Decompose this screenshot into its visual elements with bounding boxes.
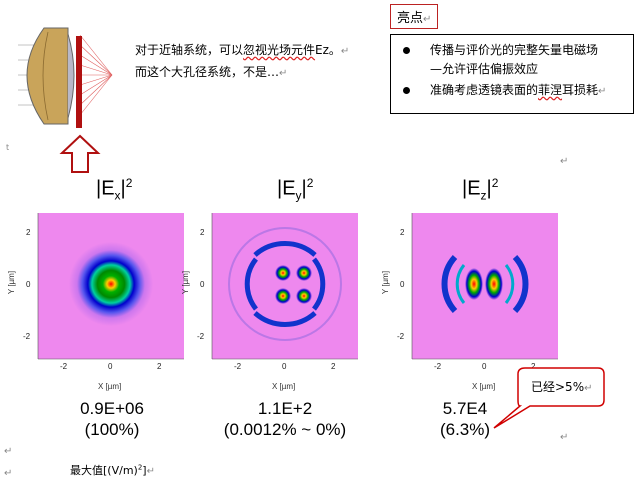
heatmap-ez [412,213,558,359]
highlights-tag: 亮点↵ [390,4,439,29]
y-tick: 0 [400,280,405,289]
plot-title-sub: x [114,188,121,203]
highlight-item-1-line2: —允许评估偏振效应 [430,62,539,76]
x-axis-label: X [µm] [98,382,122,391]
percent-value: (6.3%) [439,420,491,439]
highlight-item-2-underlined: 菲涅 [538,83,563,97]
return-mark: ↵ [4,446,13,457]
return-mark: ↵ [340,46,350,57]
y-tick: -2 [397,332,405,341]
highlight-item: 准确考虑透镜表面的菲涅耳损耗↵ [391,81,633,101]
footer-label-text: 最大值[(V/m) [70,464,138,477]
callout-bubble [493,367,605,429]
heatmap-ex [38,213,184,359]
x-tick: 2 [531,362,536,371]
x-axis-label: X [µm] [272,382,296,391]
plot-title-text: |E [462,177,481,200]
highlight-item-2-end: 耳损耗 [562,83,599,97]
highlight-item-2-text: 准确考虑透镜表面的 [430,83,539,97]
footer-label-close: ] [142,464,147,477]
return-mark: ↵ [146,466,155,477]
return-mark: ↵ [598,86,607,97]
return-mark: ↵ [4,468,13,479]
plot-title-sub: z [480,188,487,203]
plot-title-text: |E [96,177,115,200]
highlight-item-1-line1: 传播与评价光的完整矢量电磁场 [430,43,599,57]
value-block-ez: 5.7E4 (6.3%) [420,398,510,440]
plot-title-sup: 2 [125,176,133,190]
x-tick: 2 [157,362,162,371]
plot-title-ex: |Ex|2 [96,176,133,203]
y-tick: 0 [26,280,31,289]
max-value: 0.9E+06 [80,399,144,418]
footer-label: 最大值[(V/m)2]↵ [70,462,155,478]
svg-text:t: t [6,143,9,152]
max-value: 1.1E+2 [257,399,313,418]
y-tick: -2 [197,332,205,341]
value-block-ex: 0.9E+06 (100%) [50,398,174,440]
intro-line2: 而这个大孔径系统，不是…↵ [135,62,385,84]
y-axis-label: Y [µm] [381,270,391,295]
highlights-box: 传播与评价光的完整矢量电磁场 —允许评估偏振效应 准确考虑透镜表面的菲涅耳损耗↵ [390,34,634,114]
intro-paragraph: 对于近轴系统，可以忽视光场元件Ez。↵ 而这个大孔径系统，不是…↵ [135,40,385,84]
intro-line2-text: 而这个大孔径系统，不是… [135,65,280,79]
plot-title-sup: 2 [306,176,314,190]
x-tick: -2 [234,362,242,371]
plot-title-ez: |Ez|2 [462,176,499,203]
percent-value: (100%) [84,420,140,439]
plot-title-sub: y [295,188,302,203]
return-mark: ↵ [279,68,288,79]
footer-label-sup: 2 [137,463,143,472]
plot-title-ey: |Ey|2 [277,176,314,203]
intro-line1-text: 对于近轴系统，可以 [135,43,244,57]
intro-underlined-text: 忽视光场元件 [243,43,316,57]
intro-line1-end: Ez。 [315,43,341,57]
y-tick: 0 [200,280,205,289]
return-mark: ↵ [584,383,593,394]
x-tick: 0 [108,362,113,371]
x-tick: 2 [331,362,336,371]
y-tick: -2 [23,332,31,341]
return-mark: ↵ [560,156,569,167]
x-tick: -2 [434,362,442,371]
return-mark: ↵ [560,432,569,443]
max-value: 5.7E4 [442,399,488,418]
callout-text: 已经>5%↵ [531,378,592,395]
intro-line1: 对于近轴系统，可以忽视光场元件Ez。↵ [135,40,385,62]
heatmap-ey [212,213,358,359]
plot-title-text: |E [277,177,296,200]
y-axis-label: Y [µm] [7,270,17,295]
plot-title-sup: 2 [491,176,499,190]
x-tick: -2 [60,362,68,371]
return-mark: ↵ [423,14,432,25]
bullet-icon [403,47,410,54]
y-axis-label: Y [µm] [181,270,191,295]
y-tick: 2 [26,228,31,237]
y-tick: 2 [400,228,405,237]
value-block-ey: 1.1E+2 (0.0012% ~ 0%) [210,398,360,440]
bullet-icon [403,87,410,94]
x-tick: 0 [282,362,287,371]
percent-value: (0.0012% ~ 0%) [223,420,347,439]
y-tick: 2 [200,228,205,237]
x-tick: 0 [482,362,487,371]
callout-label: 已经>5% [531,380,585,394]
highlights-title: 亮点 [397,11,424,26]
x-axis-label: X [µm] [472,382,496,391]
highlight-item: 传播与评价光的完整矢量电磁场 —允许评估偏振效应 [391,41,633,79]
field-plots [37,213,558,360]
lens-illustration: t [6,27,113,173]
